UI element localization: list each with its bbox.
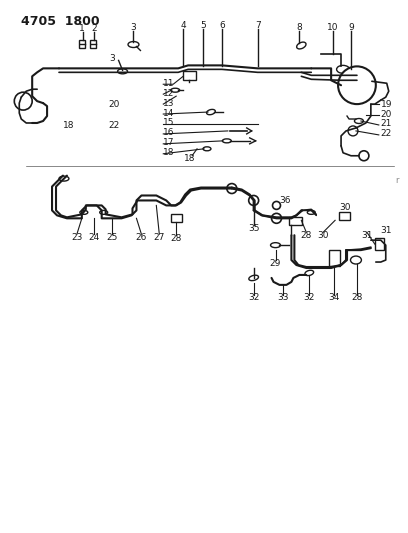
Text: 13: 13 — [163, 99, 175, 108]
Circle shape — [273, 201, 280, 209]
Text: 30: 30 — [339, 203, 351, 212]
Text: 22: 22 — [381, 130, 392, 139]
Text: 7: 7 — [255, 21, 260, 30]
Text: 28: 28 — [301, 231, 312, 240]
Text: 36: 36 — [280, 196, 291, 205]
Text: 22: 22 — [109, 122, 120, 131]
Text: 32: 32 — [248, 293, 259, 302]
Ellipse shape — [355, 118, 364, 124]
Text: 17: 17 — [163, 139, 175, 147]
Text: 4: 4 — [180, 21, 186, 30]
Text: 35: 35 — [248, 224, 259, 233]
Ellipse shape — [171, 88, 180, 92]
Circle shape — [348, 126, 358, 136]
Text: 1: 1 — [79, 24, 85, 33]
Text: 15: 15 — [163, 118, 175, 127]
Circle shape — [249, 196, 259, 205]
Text: 25: 25 — [106, 233, 118, 241]
Text: 26: 26 — [136, 233, 147, 241]
Ellipse shape — [80, 211, 88, 214]
Text: 18: 18 — [184, 154, 196, 163]
Bar — [183, 71, 196, 80]
Text: 28: 28 — [171, 233, 182, 243]
Ellipse shape — [337, 66, 350, 74]
Text: r: r — [395, 176, 399, 185]
Text: 9: 9 — [348, 23, 354, 32]
Bar — [329, 250, 340, 266]
Text: 18: 18 — [63, 122, 75, 131]
Text: 23: 23 — [71, 233, 82, 241]
Text: 19: 19 — [381, 100, 392, 109]
Ellipse shape — [206, 109, 215, 115]
Text: 3: 3 — [110, 54, 115, 63]
FancyBboxPatch shape — [90, 39, 96, 47]
Ellipse shape — [59, 176, 69, 181]
Ellipse shape — [350, 256, 361, 264]
Circle shape — [359, 151, 369, 161]
Text: 31: 31 — [361, 231, 373, 240]
Ellipse shape — [305, 270, 314, 276]
Text: 21: 21 — [381, 119, 392, 128]
Text: 31: 31 — [380, 226, 392, 235]
Text: 29: 29 — [270, 259, 281, 268]
FancyBboxPatch shape — [79, 39, 85, 47]
Text: 27: 27 — [154, 233, 165, 241]
Text: 8: 8 — [297, 23, 302, 32]
Ellipse shape — [249, 275, 259, 281]
Text: 30: 30 — [317, 231, 329, 240]
Ellipse shape — [203, 147, 211, 151]
Text: 4705  1800: 4705 1800 — [21, 15, 100, 28]
Text: 24: 24 — [88, 233, 100, 241]
Text: 11: 11 — [163, 79, 175, 88]
Text: 14: 14 — [163, 109, 175, 118]
Circle shape — [338, 67, 376, 104]
Text: 16: 16 — [163, 128, 175, 138]
Text: 6: 6 — [219, 21, 225, 30]
Ellipse shape — [297, 42, 306, 49]
Circle shape — [272, 213, 282, 223]
Text: 34: 34 — [328, 293, 340, 302]
Text: 12: 12 — [163, 88, 175, 98]
Text: 28: 28 — [351, 293, 363, 302]
Text: 20: 20 — [381, 110, 392, 118]
Bar — [339, 212, 350, 220]
Ellipse shape — [128, 42, 139, 47]
Text: 2: 2 — [91, 24, 97, 33]
Text: 5: 5 — [200, 21, 206, 30]
Bar — [375, 238, 384, 250]
Text: 32: 32 — [304, 293, 315, 302]
Text: 33: 33 — [278, 293, 289, 302]
Ellipse shape — [222, 139, 231, 143]
Bar — [171, 214, 182, 222]
Text: 3: 3 — [131, 23, 136, 32]
Text: 18: 18 — [163, 148, 175, 157]
Ellipse shape — [271, 243, 280, 248]
Ellipse shape — [307, 211, 315, 214]
Ellipse shape — [100, 211, 108, 214]
Bar — [289, 217, 302, 225]
Circle shape — [227, 183, 237, 193]
Text: 10: 10 — [327, 23, 339, 32]
Text: 20: 20 — [109, 100, 120, 109]
Circle shape — [14, 92, 32, 110]
Ellipse shape — [118, 69, 128, 74]
